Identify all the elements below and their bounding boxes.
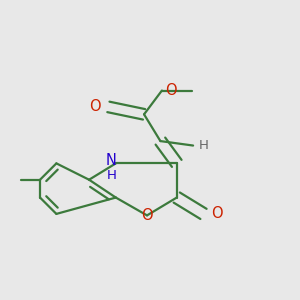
Text: O: O — [165, 83, 176, 98]
Text: N: N — [106, 153, 117, 168]
Text: H: H — [106, 169, 116, 182]
Text: H: H — [199, 139, 209, 152]
Text: O: O — [211, 206, 223, 221]
Text: O: O — [89, 99, 101, 114]
Text: O: O — [141, 208, 153, 223]
